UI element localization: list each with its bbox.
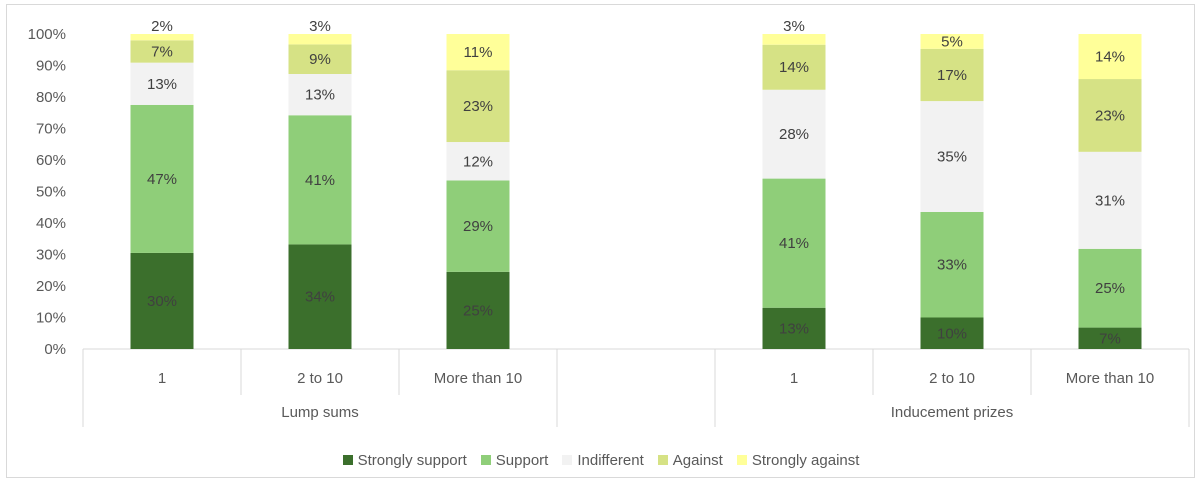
data-label: 34% — [305, 289, 335, 306]
bar-segment-indifferent — [446, 142, 510, 181]
data-label: 2% — [151, 18, 173, 35]
legend-item: Against — [657, 451, 723, 469]
legend-item: Strongly support — [342, 451, 467, 469]
legend-label: Strongly support — [357, 451, 467, 469]
bar-segment-support — [288, 115, 352, 245]
data-label: 14% — [1095, 49, 1125, 66]
bar-segment-strongly-against — [1078, 34, 1142, 80]
bar-segment-support — [762, 178, 826, 308]
y-tick-label: 20% — [36, 278, 66, 295]
data-label: 9% — [309, 51, 331, 68]
data-label: 29% — [463, 218, 493, 235]
bar-segment-strongly-against — [920, 34, 984, 49]
bar-segment-indifferent — [288, 74, 352, 116]
data-label: 12% — [463, 153, 493, 170]
bar-segment-strongly-support — [1078, 327, 1142, 349]
data-label: 25% — [463, 302, 493, 319]
bar-segment-support — [1078, 248, 1142, 328]
bar-segment-strongly-against — [762, 34, 826, 45]
group-label: Lump sums — [281, 404, 359, 421]
data-label: 31% — [1095, 192, 1125, 209]
bar-segment-strongly-against — [130, 34, 194, 41]
data-label: 5% — [941, 33, 963, 50]
data-label: 13% — [305, 87, 335, 104]
data-label: 11% — [464, 44, 493, 61]
bar-segment-strongly-support — [920, 317, 984, 349]
data-label: 25% — [1095, 280, 1125, 297]
legend-label: Indifferent — [577, 451, 644, 469]
legend-item: Indifferent — [562, 451, 644, 469]
bar-segment-indifferent — [920, 101, 984, 212]
data-label: 23% — [1095, 107, 1125, 124]
y-tick-label: 50% — [36, 184, 66, 201]
data-label: 7% — [1099, 330, 1121, 347]
legend: Strongly support Support Indifferent Agains… — [0, 449, 1202, 471]
data-label: 3% — [309, 18, 331, 35]
y-tick-label: 60% — [36, 152, 66, 169]
data-label: 28% — [779, 126, 809, 143]
bar-segment-strongly-against — [288, 34, 352, 45]
category-label: 1 — [790, 370, 798, 387]
data-label: 30% — [147, 293, 177, 310]
y-tick-label: 100% — [28, 26, 66, 43]
data-label: 13% — [779, 320, 809, 337]
y-tick-label: 30% — [36, 247, 66, 264]
y-tick-label: 70% — [36, 121, 66, 138]
bar-segment-indifferent — [130, 62, 194, 105]
category-label: 1 — [158, 370, 166, 387]
bar-segment-strongly-against — [446, 34, 510, 71]
legend-swatch — [480, 455, 491, 465]
legend-item: Support — [480, 451, 549, 469]
bar-segment-against — [130, 40, 194, 63]
group-label: Inducement prizes — [891, 404, 1014, 421]
data-label: 3% — [783, 18, 805, 35]
data-label: 23% — [463, 98, 493, 115]
bar-segment-support — [446, 180, 510, 272]
bar-segment-against — [920, 48, 984, 102]
bar-segment-indifferent — [1078, 151, 1142, 249]
data-label: 17% — [937, 67, 967, 84]
bar-segment-strongly-support — [446, 271, 510, 349]
legend-label: Against — [672, 451, 723, 469]
data-label: 41% — [779, 235, 809, 252]
data-label: 10% — [937, 325, 967, 342]
bar-segment-strongly-support — [130, 252, 194, 349]
bar-segment-indifferent — [762, 89, 826, 179]
legend-swatch — [342, 455, 353, 465]
y-tick-label: 40% — [36, 215, 66, 232]
bar-segment-against — [1078, 79, 1142, 152]
data-label: 41% — [305, 172, 335, 189]
legend-label: Support — [495, 451, 549, 469]
legend-swatch — [657, 455, 668, 465]
data-label: 47% — [147, 171, 177, 188]
y-tick-label: 10% — [36, 310, 66, 327]
bar-segment-strongly-support — [762, 307, 826, 349]
data-label: 13% — [147, 76, 177, 93]
category-label: More than 10 — [1066, 370, 1154, 387]
bar-segment-support — [920, 211, 984, 318]
bar-segment-support — [130, 104, 194, 253]
chart-frame — [6, 4, 1195, 478]
bar-segment-against — [762, 44, 826, 90]
category-label: 2 to 10 — [929, 370, 975, 387]
bar-segment-strongly-support — [288, 244, 352, 349]
legend-label: Strongly against — [751, 451, 860, 469]
data-label: 14% — [779, 59, 809, 76]
y-tick-label: 80% — [36, 89, 66, 106]
legend-item: Strongly against — [736, 451, 860, 469]
data-label: 7% — [151, 43, 173, 60]
data-label: 35% — [937, 149, 967, 166]
y-tick-label: 0% — [44, 341, 66, 358]
category-label: More than 10 — [434, 370, 522, 387]
y-tick-label: 90% — [36, 58, 66, 75]
bar-segment-against — [446, 70, 510, 143]
legend-swatch — [562, 455, 573, 465]
legend-swatch — [736, 455, 747, 465]
category-label: 2 to 10 — [297, 370, 343, 387]
bar-segment-against — [288, 44, 352, 75]
data-label: 33% — [937, 257, 967, 274]
